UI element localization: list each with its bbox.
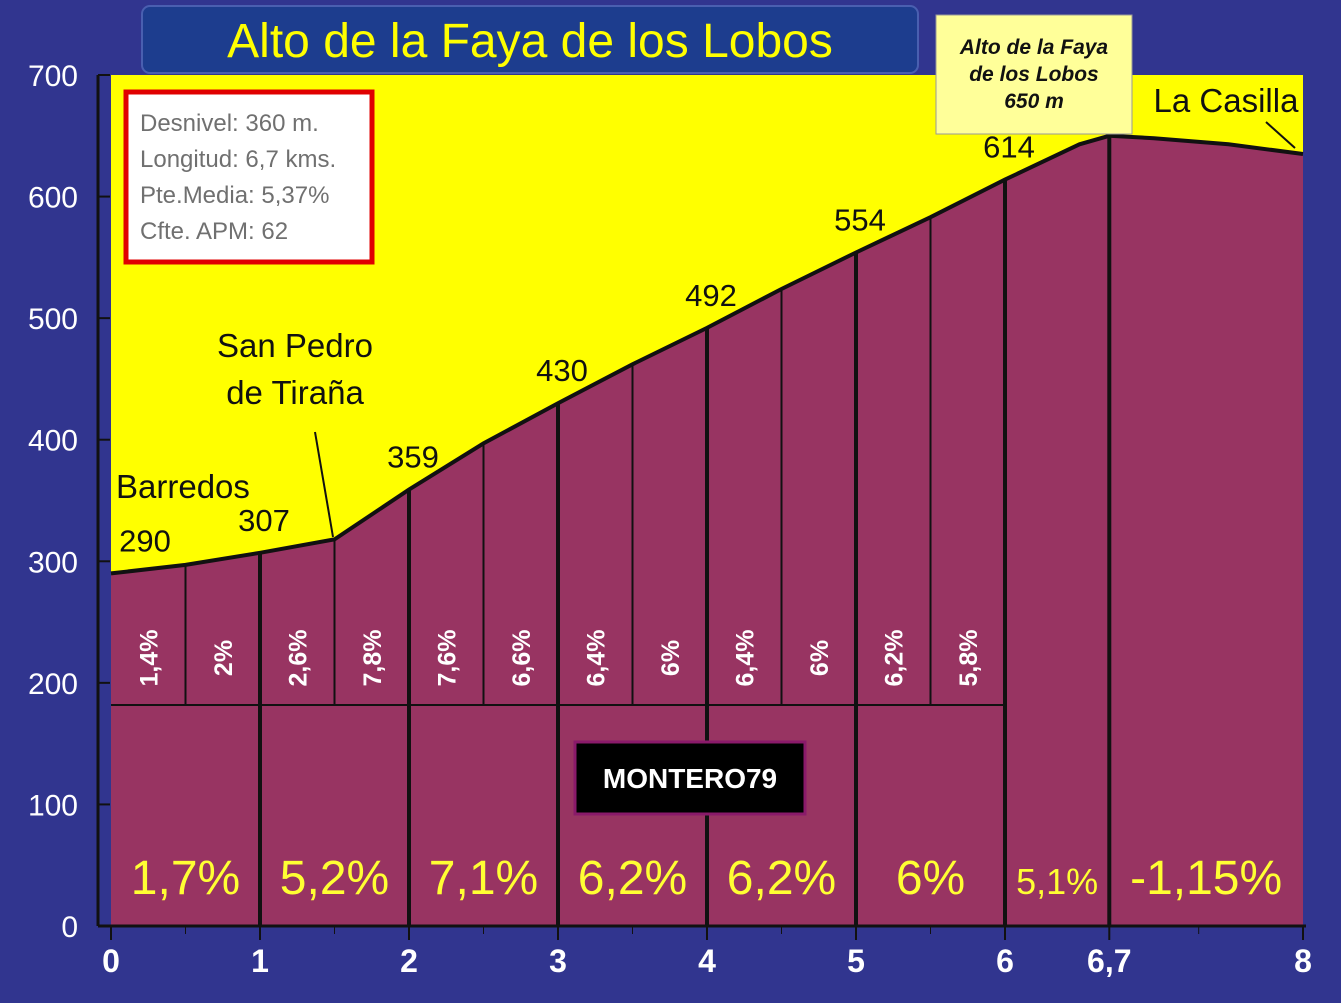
y-tick-label-300: 300 [28, 546, 78, 579]
y-tick-label-600: 600 [28, 182, 78, 215]
y-tick-label-200: 200 [28, 668, 78, 701]
elevation-label-614: 614 [983, 130, 1035, 165]
elevation-labels: 290 307 359 430 492 554 614 [119, 130, 1035, 559]
km-gradient-labels: 1,7% 5,2% 7,1% 6,2% 6,2% 6% 5,1% -1,15% [131, 852, 1282, 905]
la-casilla-leader-line [1265, 121, 1296, 149]
x-tick-label-1: 1 [251, 943, 269, 979]
x-tick-label-2: 2 [400, 943, 418, 979]
km-gradient-6: 5,1% [1016, 861, 1098, 902]
half-km-gradient-8: 6,4% [731, 630, 759, 687]
y-tick-label-100: 100 [28, 789, 78, 822]
half-km-gradient-4: 7,6% [433, 630, 461, 687]
km-gradient-2: 7,1% [429, 852, 538, 905]
place-label-san-pedro-2: de Tiraña [226, 374, 364, 411]
place-label-la-casilla: La Casilla [1154, 82, 1300, 119]
x-tick-label-6: 6 [996, 943, 1014, 979]
half-km-gradient-0: 1,4% [135, 630, 163, 687]
stats-box [123, 89, 375, 265]
y-tick-label-500: 500 [28, 303, 78, 336]
summit-box [935, 14, 1133, 135]
x-tick-label-7: 6,7 [1087, 943, 1131, 979]
half-km-gradient-3: 7,8% [359, 630, 387, 687]
km-gradient-7: -1,15% [1130, 852, 1282, 905]
chart-title: Alto de la Faya de los Lobos [227, 15, 833, 68]
half-km-gradient-7: 6% [657, 640, 685, 676]
half-km-gradient-labels: 1,4% 2% 2,6% 7,8% 7,6% 6,6% 6,4% 6% 6,4% 6% 6,2% 5,… [135, 630, 983, 687]
half-km-gradient-2: 2,6% [284, 630, 312, 687]
elevation-label-554: 554 [834, 202, 886, 237]
y-axis-ticks: 0 100 200 300 400 500 600 700 [28, 60, 110, 944]
stat-desnivel: Desnivel: 360 m. [140, 110, 319, 137]
x-tick-label-0: 0 [102, 943, 120, 979]
half-km-gradient-6: 6,4% [582, 630, 610, 687]
signature-text: MONTERO79 [603, 763, 777, 794]
profile-line [110, 133, 1304, 576]
half-km-gradient-5: 6,6% [508, 630, 536, 687]
place-label-barredos: Barredos [116, 468, 250, 505]
y-tick-label-0: 0 [61, 911, 78, 944]
x-tick-label-3: 3 [549, 943, 567, 979]
place-label-san-pedro-1: San Pedro [217, 327, 373, 364]
km-gradient-1: 5,2% [280, 852, 389, 905]
y-tick-label-400: 400 [28, 425, 78, 458]
stat-pendiente-media: Pte.Media: 5,37% [140, 182, 329, 209]
x-axis-ticks: 0 1 2 3 4 5 6 6,7 8 [102, 926, 1312, 979]
x-tick-label-5: 5 [847, 943, 865, 979]
elevation-label-430: 430 [536, 353, 588, 388]
km-gradient-3: 6,2% [578, 852, 687, 905]
elevation-label-307: 307 [238, 503, 290, 538]
x-tick-label-8: 8 [1294, 943, 1312, 979]
elevation-label-290: 290 [119, 523, 171, 558]
x-tick-label-4: 4 [698, 943, 716, 979]
stat-coeficiente-apm: Cfte. APM: 62 [140, 218, 288, 245]
elevation-label-492: 492 [685, 278, 737, 313]
san-pedro-leader-line [314, 431, 334, 538]
half-km-dividers [184, 217, 932, 705]
summit-elevation: 650 m [1004, 90, 1064, 113]
km-gradient-0: 1,7% [131, 852, 240, 905]
half-km-gradient-9: 6% [806, 640, 834, 676]
km-gradient-4: 6,2% [727, 852, 836, 905]
summit-name-line-1: Alto de la Faya [959, 36, 1109, 59]
elevation-label-359: 359 [387, 440, 439, 475]
km-dividers [258, 135, 1112, 926]
summit-name-line-2: de los Lobos [969, 63, 1099, 86]
title-banner [141, 5, 919, 74]
km-gradient-5: 6% [896, 852, 965, 905]
half-km-gradient-1: 2% [210, 640, 238, 676]
y-tick-label-700: 700 [28, 60, 78, 93]
stat-longitud: Longitud: 6,7 kms. [140, 146, 336, 173]
half-km-gradient-10: 6,2% [880, 630, 908, 687]
half-km-gradient-11: 5,8% [955, 630, 983, 687]
signature-box [573, 740, 807, 816]
